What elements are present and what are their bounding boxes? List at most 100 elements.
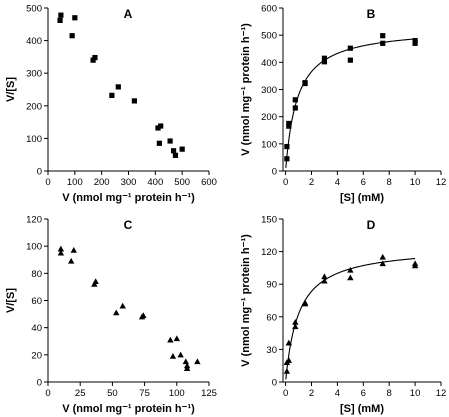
x-tick-label: 25 [75, 388, 86, 399]
y-tick-label: 0 [37, 378, 42, 389]
data-point [301, 300, 309, 307]
data-point [321, 277, 328, 284]
data-point [92, 278, 99, 285]
y-tick-label: 0 [37, 167, 42, 178]
data-point [347, 45, 353, 51]
data-point [172, 152, 179, 158]
x-tick-label: 75 [139, 388, 150, 399]
data-point [182, 358, 190, 365]
x-tick-label: 12 [436, 388, 447, 399]
data-point [119, 302, 126, 309]
x-tick-label: 500 [174, 177, 190, 188]
x-tick-label: 2 [309, 388, 314, 399]
panel-letter: C [124, 218, 133, 232]
x-tick-label: 6 [361, 177, 366, 188]
data-point [109, 92, 115, 98]
x-tick-label: 12 [436, 177, 447, 188]
data-point [67, 257, 75, 264]
data-point [167, 336, 174, 343]
y-tick-label: 300 [261, 85, 277, 96]
y-tick-label: 400 [26, 36, 42, 47]
x-axis-label: [S] (mM) [340, 403, 384, 415]
data-point [167, 138, 173, 144]
panel-letter: A [124, 7, 133, 21]
y-tick-label: 200 [261, 112, 277, 123]
x-tick-label: 4 [335, 388, 340, 399]
x-tick-label: 600 [201, 177, 217, 188]
data-point [58, 12, 64, 18]
y-tick-label: 80 [31, 269, 42, 280]
y-tick-label: 150 [261, 215, 277, 226]
y-tick-label: 600 [261, 4, 277, 15]
x-tick-label: 0 [283, 388, 288, 399]
y-tick-label: 120 [261, 247, 277, 258]
data-point [292, 97, 298, 103]
x-tick-label: 6 [361, 388, 366, 399]
data-point [411, 260, 419, 267]
data-point [155, 125, 161, 131]
y-tick-label: 100 [26, 242, 42, 253]
data-point [347, 266, 354, 273]
data-point [183, 365, 191, 371]
x-tick-label: 200 [94, 177, 110, 188]
x-tick-label: 8 [387, 177, 392, 188]
data-point [302, 80, 308, 87]
data-point [380, 40, 386, 46]
data-point [57, 17, 63, 23]
data-point [283, 367, 291, 374]
x-tick-label: 4 [335, 177, 340, 188]
x-axis-label: V (nmol mg⁻¹ protein h⁻¹) [62, 192, 195, 204]
data-point [115, 84, 121, 90]
data-point [380, 33, 386, 39]
y-tick-label: 30 [266, 345, 277, 356]
y-tick-label: 200 [26, 101, 42, 112]
data-point [347, 57, 353, 63]
panel-letter: B [367, 7, 376, 21]
data-point [412, 40, 418, 46]
y-tick-label: 300 [26, 69, 42, 80]
x-tick-label: 0 [45, 388, 50, 399]
data-point [292, 105, 298, 111]
y-tick-label: 60 [266, 312, 277, 323]
data-point [170, 148, 177, 154]
data-point [92, 54, 98, 61]
data-point [177, 351, 184, 358]
y-tick-label: 500 [26, 4, 42, 15]
data-point [69, 33, 75, 39]
y-tick-label: 0 [272, 167, 277, 178]
data-point [194, 358, 201, 365]
x-tick-label: 0 [45, 177, 50, 188]
panel-c: 0 25 50 75 100 125 0 20 40 60 80 100 120 V (nmol mg⁻¹… [5, 215, 217, 416]
data-point [285, 339, 293, 346]
x-axis-label: V (nmol mg⁻¹ protein h⁻¹) [62, 403, 195, 415]
data-point [179, 146, 185, 152]
data-point [321, 273, 328, 280]
panel-b: 0 2 4 6 8 10 12 0 100 200 300 400 500 600 [S] (mM) V (n… [240, 4, 446, 205]
data-point [292, 323, 299, 330]
data-point [321, 59, 328, 65]
data-point [347, 274, 354, 281]
data-point [412, 38, 418, 44]
y-axis-label: V/[S] [5, 77, 17, 102]
data-point [286, 120, 292, 127]
x-tick-label: 0 [283, 177, 288, 188]
x-tick-label: 100 [169, 388, 185, 399]
y-tick-label: 400 [261, 58, 277, 69]
x-tick-label: 300 [121, 177, 137, 188]
x-tick-label: 400 [147, 177, 163, 188]
data-point [72, 15, 78, 21]
data-point [379, 260, 386, 267]
y-tick-label: 0 [272, 378, 277, 389]
data-point [131, 98, 138, 104]
y-tick-label: 100 [26, 134, 42, 145]
data-point [284, 143, 290, 150]
data-point [285, 357, 293, 363]
y-tick-label: 500 [261, 31, 277, 42]
data-point [286, 123, 292, 129]
y-axis-label: V (nmol mg⁻¹ protein h⁻¹) [240, 234, 252, 367]
data-point [292, 319, 299, 325]
y-tick-label: 120 [26, 215, 42, 226]
y-axis-label: V (nmol mg⁻¹ protein h⁻¹) [240, 23, 252, 156]
